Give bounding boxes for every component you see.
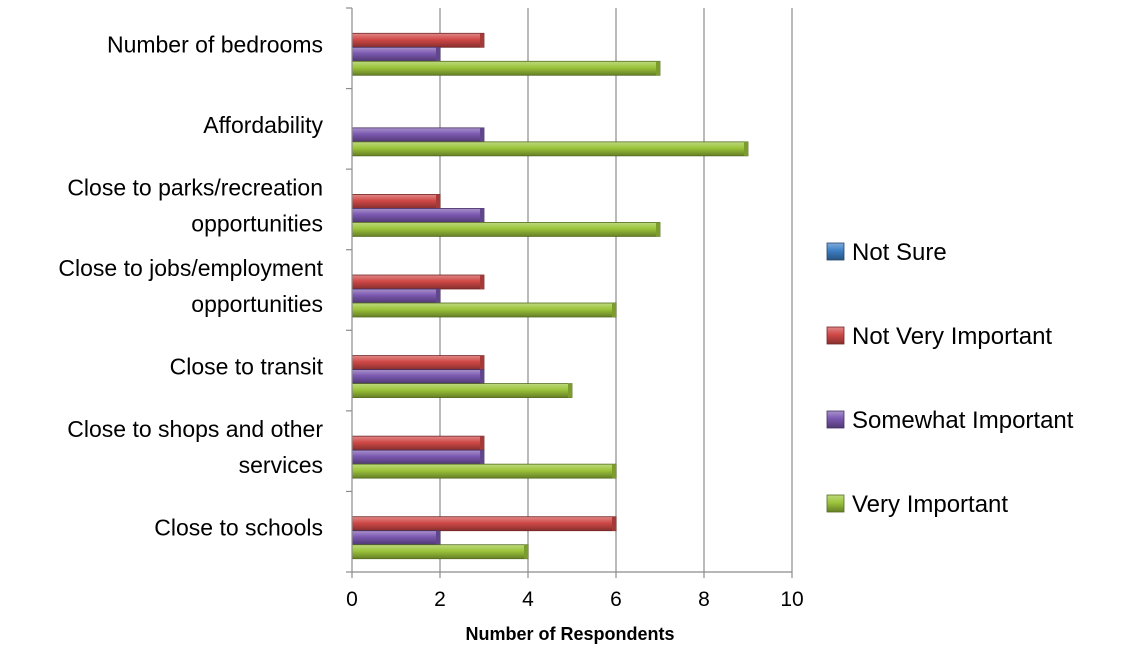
category-label-affordability: Affordability [203, 112, 323, 138]
x-tick-label-8: 8 [698, 588, 710, 611]
legend-entry-somewhat-important: Somewhat Important [826, 407, 1074, 434]
bar-very-important-close-to-shops-and-other-services [351, 463, 617, 479]
bar-not-very-important-close-to-parks-recreation-opportunities [351, 194, 441, 209]
legend-label-very-important: Very Important [852, 491, 1008, 518]
bar-not-very-important-close-to-schools [351, 516, 617, 532]
legend-swatch-very-important [826, 494, 845, 513]
x-tick-label-0: 0 [346, 588, 358, 611]
axes [346, 7, 793, 578]
bar-somewhat-important-close-to-jobs-employment-opportunities [351, 288, 441, 304]
legend-swatch-not-very-important [826, 326, 845, 345]
tick-labels: 0 2 4 6 8 10 [346, 588, 804, 611]
legend-swatch-not-sure [826, 242, 845, 261]
bar-very-important-close-to-parks-recreation-opportunities [351, 222, 661, 237]
x-tick-label-10: 10 [780, 588, 803, 611]
bar-somewhat-important-number-of-bedrooms [351, 46, 441, 62]
legend-entry-very-important: Very Important [826, 491, 1008, 518]
bar-very-important-close-to-transit [351, 383, 573, 398]
legend-label-not-sure: Not Sure [852, 239, 947, 266]
bar-very-important-number-of-bedrooms [351, 60, 661, 76]
x-tick-label-2: 2 [434, 588, 446, 611]
legend-entry-not-sure: Not Sure [826, 239, 947, 266]
legend-label-not-very-important: Not Very Important [852, 323, 1052, 350]
category-labels: Number of bedrooms Affordability Close to … [58, 31, 323, 540]
bar-not-very-important-number-of-bedrooms [351, 32, 485, 48]
x-axis-title: Number of Respondents [465, 624, 674, 644]
x-tick-label-6: 6 [610, 588, 622, 611]
bars [351, 32, 749, 560]
bar-somewhat-important-close-to-parks-recreation-opportunities [351, 208, 485, 223]
category-label-close-to-transit: Close to transit [170, 354, 324, 380]
x-tick-label-4: 4 [522, 588, 534, 611]
bar-not-very-important-close-to-shops-and-other-services [351, 435, 485, 451]
bar-not-very-important-close-to-jobs-employment-opportunities [351, 274, 485, 290]
bar-not-very-important-close-to-transit [351, 355, 485, 370]
bar-somewhat-important-affordability [351, 127, 485, 143]
bar-somewhat-important-close-to-shops-and-other-services [351, 449, 485, 465]
legend: Not Sure Not Very Important Somewhat Impor… [826, 239, 1074, 518]
gridlines [439, 8, 793, 572]
category-label-number-of-bedrooms: Number of bedrooms [107, 31, 323, 57]
legend-swatch-somewhat-important [826, 410, 845, 429]
bar-somewhat-important-close-to-transit [351, 369, 485, 384]
category-label-close-to-parks-recreation-opportunities: Close to parks/recreation opportunities [67, 174, 323, 236]
bar-very-important-affordability [351, 141, 749, 157]
legend-entry-not-very-important: Not Very Important [826, 323, 1052, 350]
bar-very-important-close-to-jobs-employment-opportunities [351, 302, 617, 318]
category-label-close-to-schools: Close to schools [154, 515, 323, 541]
category-label-close-to-shops-and-other-services: Close to shops and other services [67, 416, 323, 478]
bar-very-important-close-to-schools [351, 544, 529, 560]
category-label-close-to-jobs-employment-opportunities: Close to jobs/employment opportunities [58, 255, 323, 317]
bar-somewhat-important-close-to-schools [351, 530, 441, 546]
legend-label-somewhat-important: Somewhat Important [852, 407, 1074, 434]
